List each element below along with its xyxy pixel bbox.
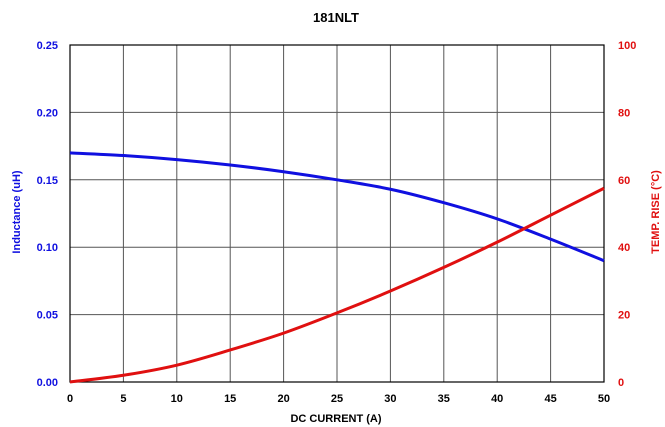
y-right-tick-label: 80: [618, 107, 630, 119]
y-right-ticks: 0 20 40 60 80 100: [618, 40, 636, 389]
x-tick-label: 25: [331, 393, 343, 405]
x-tick-label: 0: [67, 393, 73, 405]
y-right-tick-label: 100: [618, 40, 636, 52]
y-right-tick-label: 60: [618, 175, 630, 187]
y-left-tick-label: 0.00: [37, 377, 58, 389]
y-left-tick-label: 0.20: [37, 107, 58, 119]
y-left-tick-label: 0.25: [37, 40, 58, 52]
grid: [69, 44, 605, 383]
y-left-axis-label: Inductance (uH): [11, 170, 23, 253]
x-tick-label: 10: [171, 393, 183, 405]
x-tick-label: 35: [438, 393, 450, 405]
x-axis-label: DC CURRENT (A): [290, 413, 381, 425]
x-tick-label: 15: [224, 393, 236, 405]
y-right-tick-label: 40: [618, 242, 630, 254]
y-left-tick-label: 0.10: [37, 242, 58, 254]
x-tick-label: 40: [491, 393, 503, 405]
x-tick-label: 45: [544, 393, 556, 405]
y-left-ticks: 0.00 0.05 0.10 0.15 0.20 0.25: [37, 40, 58, 389]
x-tick-label: 20: [277, 393, 289, 405]
x-ticks: 0 5 10 15 20 25 30 35 40 45 50: [67, 393, 610, 405]
y-right-axis-label: TEMP. RISE (°C): [650, 170, 662, 254]
x-tick-label: 30: [384, 393, 396, 405]
series-group: [69, 151, 605, 384]
x-tick-label: 5: [120, 393, 126, 405]
plot-frame: [69, 44, 605, 383]
temp-rise-line: [69, 186, 605, 384]
y-right-tick-label: 0: [618, 377, 624, 389]
y-right-tick-label: 20: [618, 310, 630, 322]
chart-title: 181NLT: [313, 10, 359, 25]
y-left-tick-label: 0.05: [37, 310, 58, 322]
inductance-line: [69, 151, 605, 263]
x-tick-label: 50: [598, 393, 610, 405]
y-left-tick-label: 0.15: [37, 175, 58, 187]
